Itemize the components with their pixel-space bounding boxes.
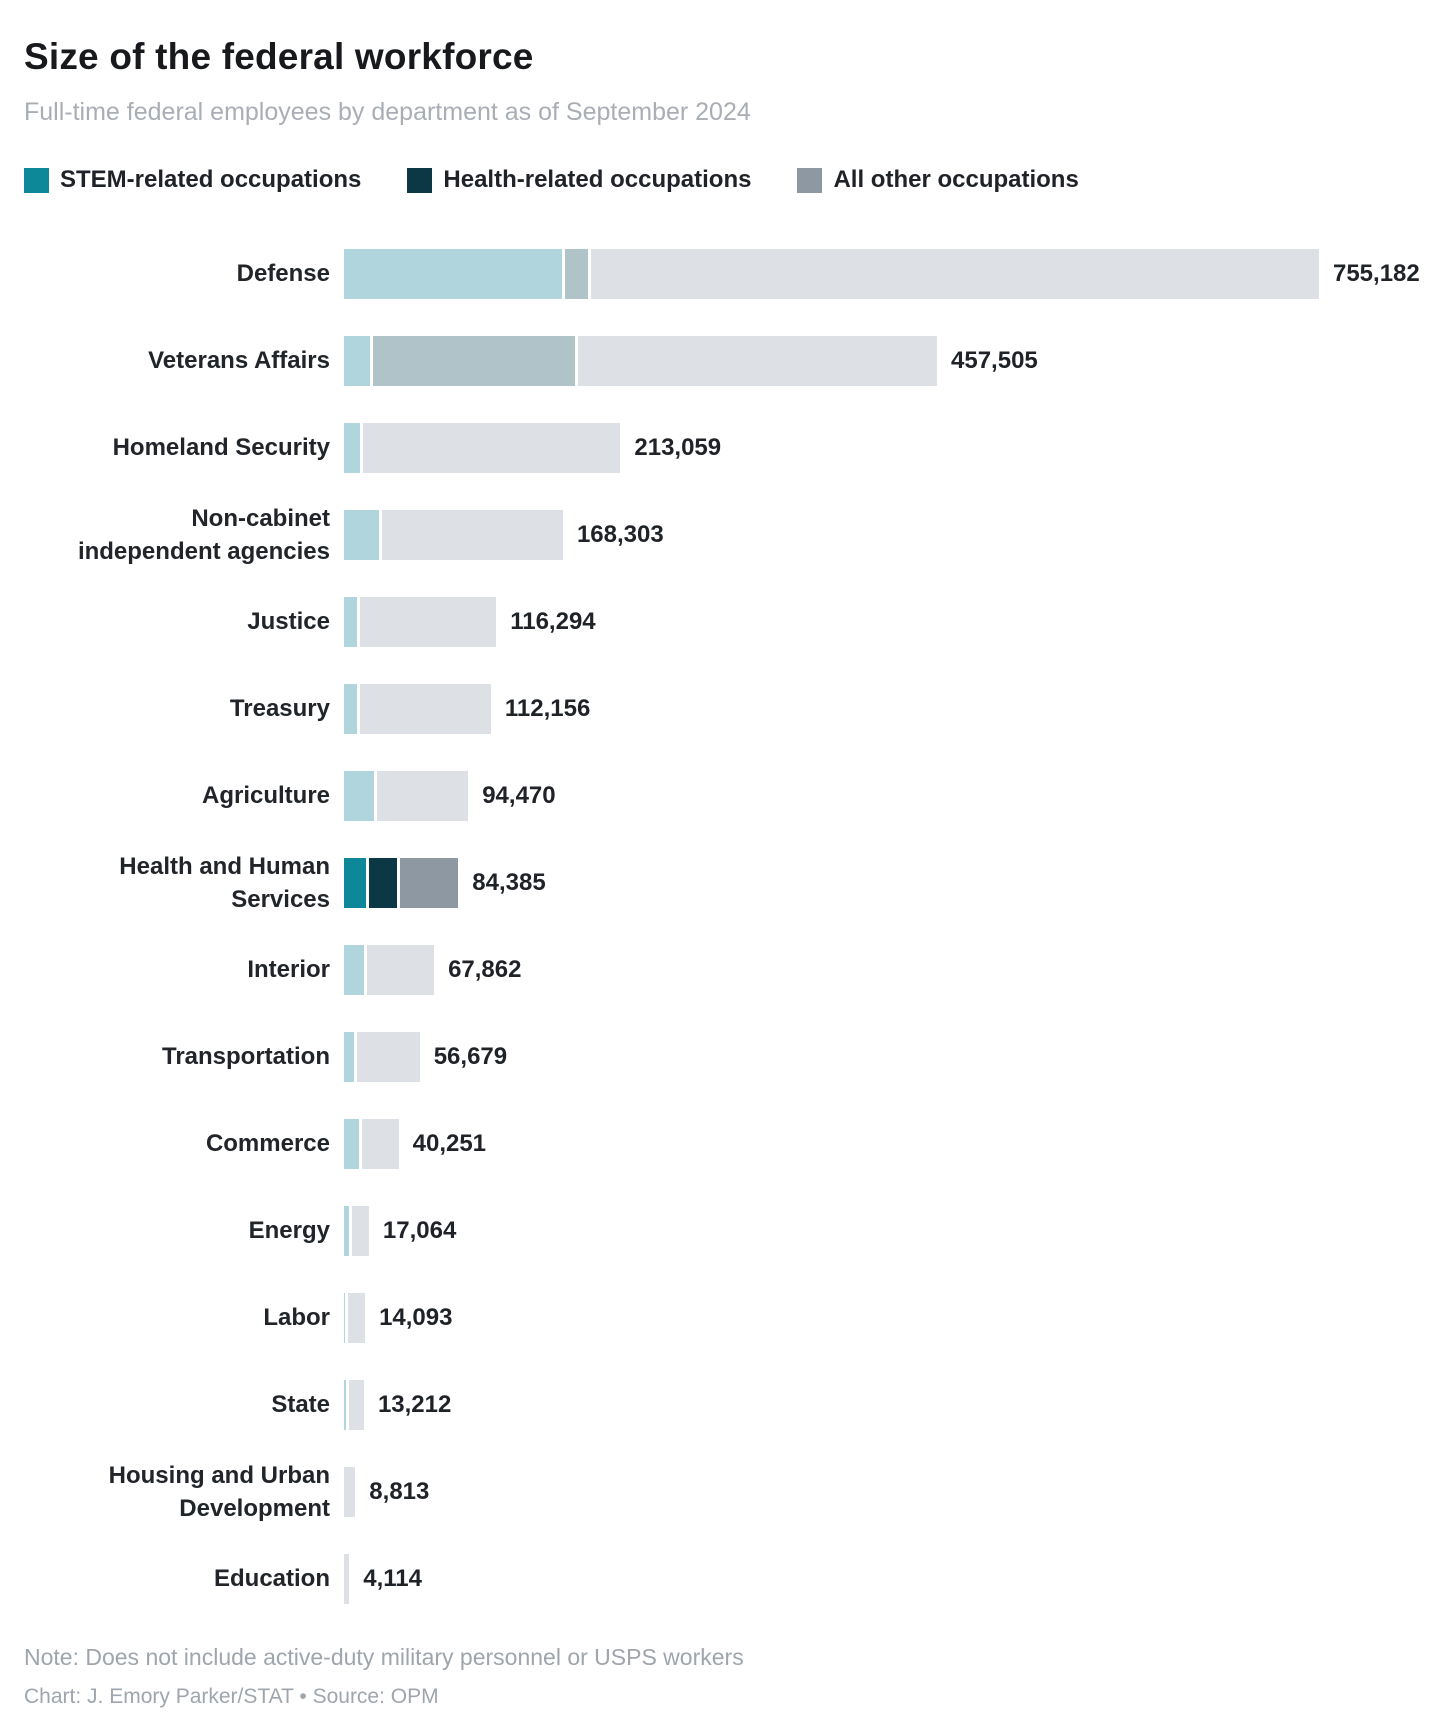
bar-segment-other: [347, 1293, 366, 1343]
health-swatch-icon: [407, 167, 433, 193]
total-value-label: 168,303: [576, 521, 664, 548]
legend-item-other: All other occupations: [797, 166, 1079, 194]
legend: STEM-related occupations Health-related …: [24, 166, 1416, 194]
total-value-label: 8,813: [369, 1478, 430, 1505]
total-value-label: 56,679: [433, 1043, 508, 1070]
total-value-label: 457,505: [951, 347, 1038, 374]
bar-segment-other: [352, 1206, 369, 1256]
bar-segment-stem: [344, 858, 366, 908]
category-label: Non-cabinet independent agencies: [77, 504, 330, 565]
bar-segment-stem: [344, 510, 380, 560]
chart-row: Transportation 56,679: [24, 1032, 1416, 1082]
category-label: Housing and Urban Development: [108, 1461, 330, 1522]
bar-segment-stem: [344, 1380, 347, 1430]
bar-segment-other: [367, 945, 435, 995]
legend-label-other: All other occupations: [833, 166, 1079, 193]
legend-label-health: Health-related occupations: [443, 166, 752, 193]
chart-row: State 13,212: [24, 1380, 1416, 1430]
chart-credit: Chart: J. Emory Parker/STAT • Source: OP…: [24, 1685, 439, 1708]
bar-segment-other: [578, 336, 938, 386]
total-value-label: 755,182: [1332, 260, 1420, 287]
chart-row: Treasury 112,156: [24, 684, 1416, 734]
chart-row: Labor 14,093: [24, 1293, 1416, 1343]
bar-segment-other: [400, 858, 459, 908]
chart-row: Education 4,114: [24, 1554, 1416, 1604]
bar-chart: Defense 755,182 Veterans Affairs 457,505 Hom…: [24, 249, 1420, 1604]
category-label: Interior: [247, 956, 330, 984]
bar-segment-health: [373, 336, 575, 386]
category-label: Veterans Affairs: [148, 347, 330, 375]
total-value-label: 17,064: [382, 1217, 457, 1244]
other-swatch-icon: [797, 167, 823, 193]
chart-row: Veterans Affairs 457,505: [24, 336, 1416, 386]
bar-segment-other: [359, 597, 497, 647]
bar-segment-stem: [344, 249, 563, 299]
category-label: Labor: [263, 1304, 330, 1332]
chart-note: Note: Does not include active-duty milit…: [24, 1644, 744, 1670]
total-value-label: 13,212: [377, 1391, 452, 1418]
bar-segment-stem: [344, 945, 365, 995]
bar-segment-other: [591, 249, 1319, 299]
stem-swatch-icon: [24, 167, 49, 193]
page-title: Size of the federal workforce: [24, 36, 534, 77]
legend-label-stem: STEM-related occupations: [60, 166, 362, 193]
total-value-label: 84,385: [472, 869, 546, 896]
category-label: Education: [213, 1565, 330, 1593]
bar-segment-other: [362, 1119, 399, 1169]
legend-item-health: Health-related occupations: [407, 166, 751, 194]
chart-row: Commerce 40,251: [24, 1119, 1416, 1169]
bar-segment-stem: [344, 684, 357, 734]
chart-row: Non-cabinet independent agencies 168,303: [24, 505, 1416, 565]
chart-row: Housing and Urban Development 8,813: [24, 1462, 1416, 1522]
chart-row: Interior 67,862: [24, 945, 1416, 995]
chart-row: Defense 755,182: [24, 249, 1420, 299]
bar-segment-stem: [344, 1032, 354, 1082]
bar-segment-other: [344, 1467, 356, 1517]
bar-segment-stem: [344, 771, 375, 821]
bar-segment-stem: [344, 423, 361, 473]
category-label: Agriculture: [201, 782, 330, 810]
chart-row: Agriculture 94,470: [24, 771, 1416, 821]
chart-subtitle: Full-time federal employees by departmen…: [24, 98, 751, 126]
bar-segment-stem: [344, 597, 357, 647]
bar-segment-stem: [344, 336, 371, 386]
chart-row: Justice 116,294: [24, 597, 1416, 647]
legend-item-stem: STEM-related occupations: [24, 166, 361, 194]
total-value-label: 112,156: [504, 695, 591, 722]
chart-row: Energy 17,064: [24, 1206, 1416, 1256]
bar-segment-health: [368, 858, 398, 908]
total-value-label: 67,862: [448, 956, 522, 983]
bar-segment-other: [344, 1554, 350, 1604]
category-label: Commerce: [205, 1130, 330, 1158]
bar-segment-other: [382, 510, 563, 560]
total-value-label: 116,294: [510, 608, 596, 635]
bar-segment-other: [377, 771, 469, 821]
bar-segment-other: [359, 684, 491, 734]
total-value-label: 40,251: [412, 1130, 487, 1157]
category-label: Transportation: [161, 1043, 330, 1071]
chart-row: Health and Human Services 84,385: [24, 853, 1416, 913]
category-label: Energy: [248, 1217, 330, 1245]
category-label: Justice: [247, 608, 330, 636]
category-label: State: [271, 1391, 330, 1419]
bar-segment-other: [363, 423, 621, 473]
category-label: Treasury: [229, 695, 330, 723]
category-label: Health and Human Services: [119, 852, 330, 913]
total-value-label: 14,093: [379, 1304, 453, 1331]
bar-segment-other: [357, 1032, 420, 1082]
bar-segment-health: [565, 249, 589, 299]
total-value-label: 213,059: [634, 434, 722, 461]
total-value-label: 94,470: [482, 782, 556, 809]
bar-segment-stem: [344, 1119, 359, 1169]
category-label: Defense: [236, 260, 330, 288]
bar-segment-other: [349, 1380, 364, 1430]
chart-row: Homeland Security 213,059: [24, 423, 1416, 473]
total-value-label: 4,114: [363, 1565, 422, 1592]
bar-segment-stem: [344, 1293, 345, 1343]
category-label: Homeland Security: [112, 434, 330, 462]
bar-segment-stem: [344, 1206, 349, 1256]
